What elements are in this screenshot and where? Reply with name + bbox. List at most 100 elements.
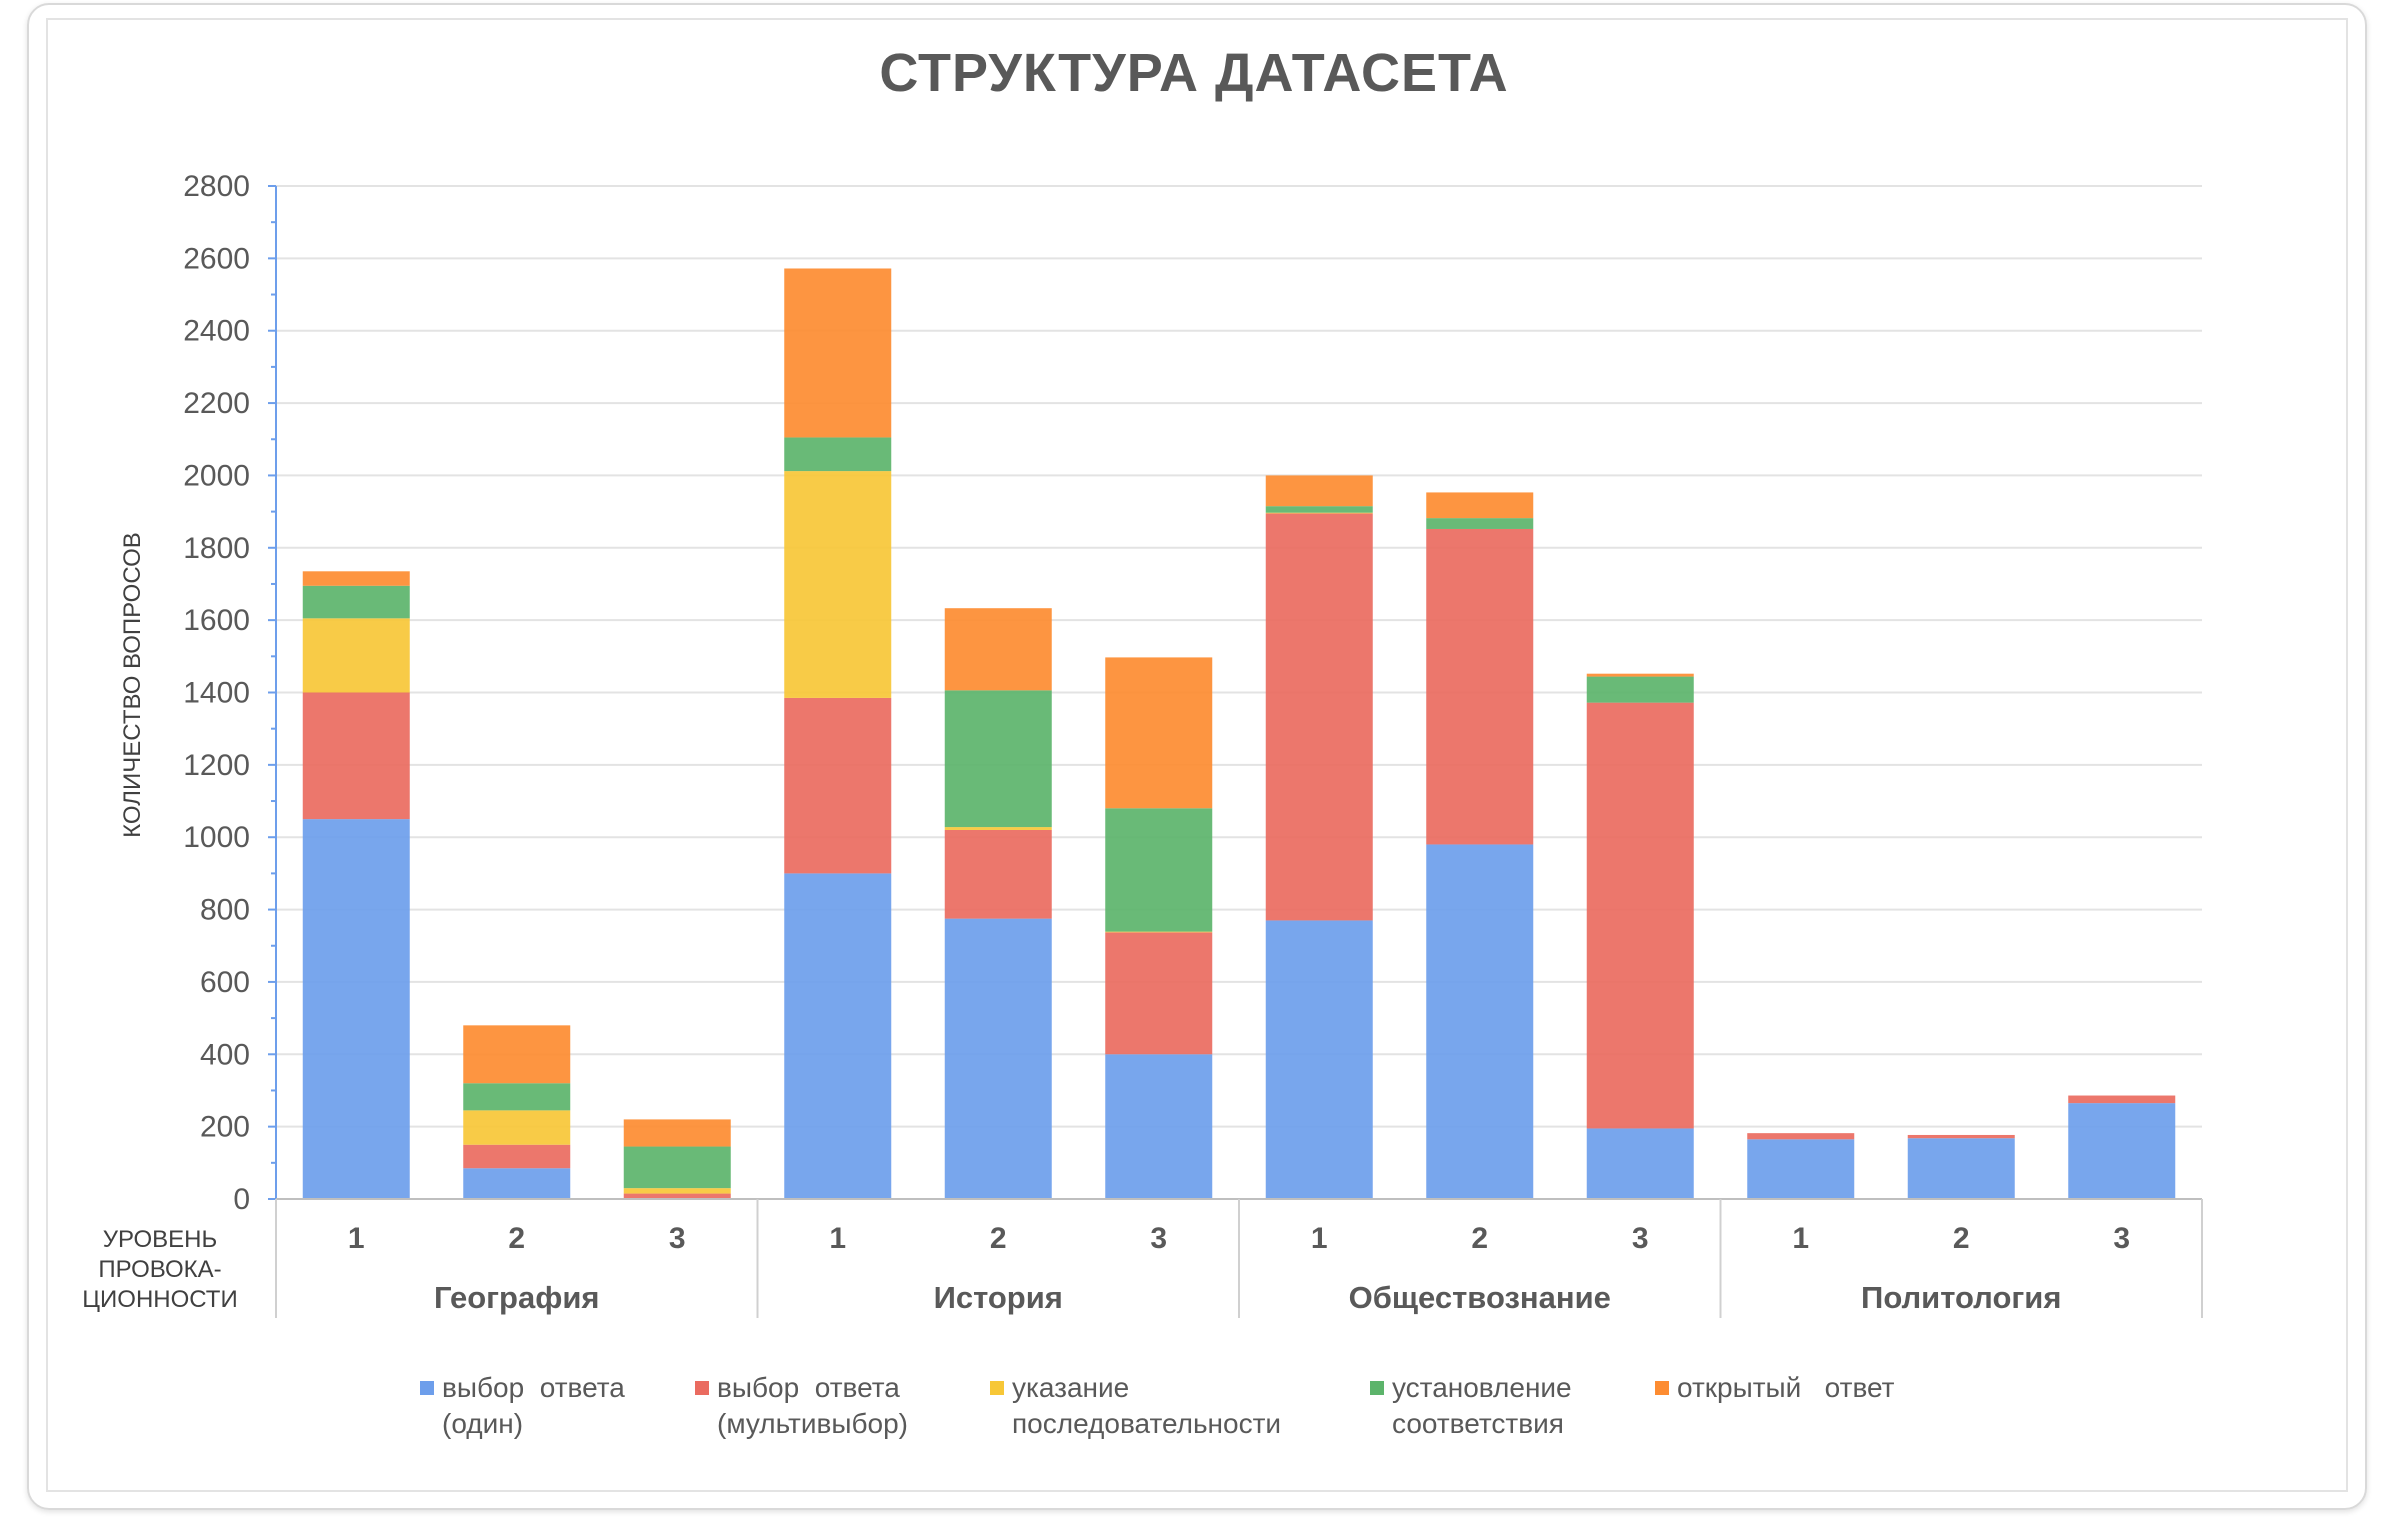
y-tick-label: 2000 bbox=[183, 459, 250, 492]
legend-label: открытый ответ bbox=[1677, 1372, 1895, 1403]
bar-segment bbox=[944, 829, 1052, 919]
bar-segment bbox=[1265, 506, 1373, 513]
group-label: История bbox=[934, 1280, 1063, 1315]
bar-segment bbox=[1105, 808, 1213, 932]
y-axis-label: КОЛИЧЕСТВО ВОПРОСОВ bbox=[119, 532, 146, 838]
legend: выбор ответа (один) выбор ответа (мультивыб… bbox=[420, 1370, 1895, 1442]
bar-segment bbox=[944, 690, 1052, 828]
level-label: 3 bbox=[669, 1222, 686, 1255]
bar-segment bbox=[302, 819, 410, 1199]
y-tick-label: 600 bbox=[200, 966, 250, 999]
bar-segment bbox=[623, 1146, 731, 1189]
y-tick-label: 2200 bbox=[183, 387, 250, 420]
y-tick-label: 2800 bbox=[183, 170, 250, 203]
level-label: 1 bbox=[829, 1222, 846, 1255]
x-axis-label-line-2: ПРОВОКА- bbox=[98, 1256, 221, 1283]
bar-segment bbox=[1586, 702, 1694, 1129]
legend-swatch bbox=[1655, 1381, 1669, 1395]
bar-segment bbox=[1907, 1134, 2015, 1139]
legend-swatch bbox=[420, 1381, 434, 1395]
bar-segment bbox=[623, 1188, 731, 1194]
chart-title: СТРУКТУРА ДАТАСЕТА bbox=[879, 43, 1509, 103]
level-label: 2 bbox=[1471, 1222, 1488, 1255]
bar-segment bbox=[302, 618, 410, 693]
y-tick-label: 1200 bbox=[183, 749, 250, 782]
bar-segment bbox=[784, 437, 892, 472]
bar-segment bbox=[784, 471, 892, 698]
level-label: 1 bbox=[1311, 1222, 1328, 1255]
legend-item: выбор ответа (мультивыбор) bbox=[695, 1370, 990, 1442]
group-label: География bbox=[434, 1280, 600, 1315]
bar-segment bbox=[2068, 1095, 2176, 1104]
bar-segment bbox=[1105, 1054, 1213, 1199]
bar-segment bbox=[1426, 528, 1534, 845]
bar-segment bbox=[944, 827, 1052, 830]
bar-segment bbox=[1747, 1133, 1855, 1140]
bar-segment bbox=[463, 1144, 571, 1169]
bar-segment bbox=[944, 918, 1052, 1199]
level-label: 2 bbox=[508, 1222, 525, 1255]
level-label: 1 bbox=[348, 1222, 365, 1255]
bar-segment bbox=[784, 873, 892, 1199]
bar-segment bbox=[463, 1110, 571, 1145]
bar-segment bbox=[1586, 1128, 1694, 1199]
bar-segment bbox=[1747, 1139, 1855, 1199]
legend-swatch bbox=[1370, 1381, 1384, 1395]
y-tick-label: 0 bbox=[233, 1183, 250, 1216]
level-label: 1 bbox=[1792, 1222, 1809, 1255]
x-axis-label-line-1: УРОВЕНЬ bbox=[103, 1226, 218, 1253]
level-label: 3 bbox=[1632, 1222, 1649, 1255]
level-label: 3 bbox=[1150, 1222, 1167, 1255]
bar-segment bbox=[944, 608, 1052, 691]
y-tick-label: 1600 bbox=[183, 604, 250, 637]
bar-segment bbox=[463, 1025, 571, 1084]
bar-segment bbox=[1426, 492, 1534, 519]
bar-segment bbox=[1265, 513, 1373, 921]
y-tick-label: 400 bbox=[200, 1038, 250, 1071]
group-label: Обществознание bbox=[1349, 1280, 1611, 1315]
bar-segment bbox=[463, 1168, 571, 1199]
y-tick-label: 2400 bbox=[183, 315, 250, 348]
chart-frame bbox=[46, 18, 2348, 1492]
bar-segment bbox=[623, 1193, 731, 1199]
bar-segment bbox=[1426, 518, 1534, 529]
bar-segment bbox=[1105, 931, 1213, 933]
group-label: Политология bbox=[1861, 1280, 2061, 1315]
y-tick-label: 800 bbox=[200, 894, 250, 927]
bar-segment bbox=[302, 692, 410, 820]
legend-label: установление соответствия bbox=[1392, 1372, 1572, 1439]
legend-label: указание последовательности bbox=[1012, 1372, 1282, 1439]
legend-item: установление соответствия bbox=[1370, 1370, 1655, 1442]
y-tick-label: 200 bbox=[200, 1111, 250, 1144]
y-tick-label: 1000 bbox=[183, 821, 250, 854]
legend-item: указание последовательности bbox=[990, 1370, 1370, 1442]
level-label: 3 bbox=[2113, 1222, 2130, 1255]
y-tick-label: 1400 bbox=[183, 677, 250, 710]
bar-segment bbox=[784, 268, 892, 438]
legend-item: открытый ответ bbox=[1655, 1370, 1895, 1442]
bar-segment bbox=[1265, 512, 1373, 514]
bar-segment bbox=[1105, 657, 1213, 809]
bar-segment bbox=[302, 571, 410, 586]
bar-segment bbox=[1105, 932, 1213, 1055]
bar-segment bbox=[784, 697, 892, 874]
bar-segment bbox=[2068, 1103, 2176, 1199]
bar-segment bbox=[302, 585, 410, 619]
y-tick-label: 2600 bbox=[183, 242, 250, 275]
bar-segment bbox=[1586, 676, 1694, 703]
bar-segment bbox=[1907, 1138, 2015, 1199]
bar-segment bbox=[463, 1083, 571, 1111]
legend-label: выбор ответа (один) bbox=[442, 1372, 625, 1439]
y-tick-label: 1800 bbox=[183, 532, 250, 565]
x-axis-label-line-3: ЦИОННОСТИ bbox=[82, 1286, 237, 1313]
bar-segment bbox=[1265, 920, 1373, 1199]
bar-segment bbox=[1426, 844, 1534, 1199]
legend-swatch bbox=[695, 1381, 709, 1395]
bar-segment bbox=[623, 1119, 731, 1147]
level-label: 2 bbox=[1953, 1222, 1970, 1255]
level-label: 2 bbox=[990, 1222, 1007, 1255]
bar-segment bbox=[1586, 673, 1694, 677]
bar-segment bbox=[1265, 475, 1373, 507]
legend-item: выбор ответа (один) bbox=[420, 1370, 695, 1442]
